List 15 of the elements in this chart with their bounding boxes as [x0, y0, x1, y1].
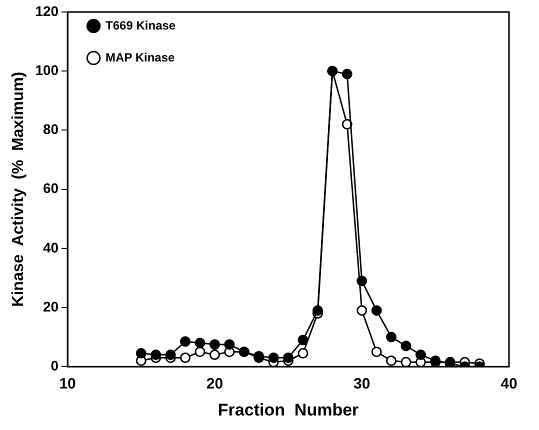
y-tick-label: 60 [42, 180, 59, 196]
y-tick-label: 20 [42, 298, 59, 314]
y-tick-label: 0 [50, 357, 59, 374]
y-tick-label: 100 [35, 62, 59, 78]
x-tick-label: 20 [206, 376, 224, 393]
legend-label: MAP Kinase [106, 50, 176, 64]
y-tick-label: 80 [42, 121, 59, 138]
y-tick-label: 40 [42, 239, 59, 256]
legend-label: T669 Kinase [106, 18, 176, 32]
y-axis-title: Kinase Activity (% Maximum) [10, 72, 28, 307]
x-tick-label: 30 [354, 376, 370, 393]
y-tick-label: 120 [35, 2, 59, 19]
x-tick-label: 40 [500, 376, 518, 393]
x-tick-label: 10 [59, 376, 76, 393]
x-axis-title: Fraction Number [218, 400, 360, 420]
